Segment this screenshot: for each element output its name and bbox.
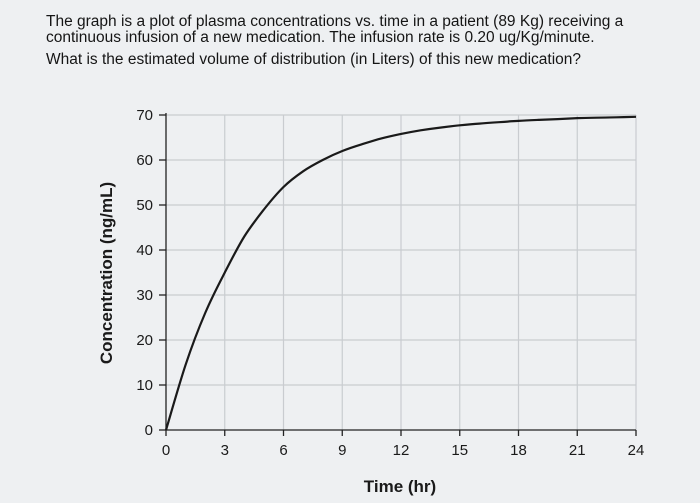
y-tick-label: 10 [136, 377, 153, 394]
x-tick-label: 9 [338, 442, 346, 459]
y-tick-label: 30 [136, 287, 153, 304]
y-tick-label: 70 [136, 107, 153, 124]
concentration-curve [164, 115, 637, 431]
x-tick-label: 3 [221, 442, 229, 459]
question-line-1: The graph is a plot of plasma concentrat… [46, 13, 624, 30]
y-axis-label: Concentration (ng/mL) [97, 182, 116, 364]
question-line-2: continuous infusion of a new medication.… [46, 29, 595, 46]
x-tick-label: 12 [393, 442, 410, 459]
grid-lines [166, 114, 637, 430]
y-tick-labels: 0 10 20 30 40 50 60 70 [136, 107, 166, 439]
y-tick-label: 50 [136, 197, 153, 214]
x-tick-label: 21 [569, 442, 586, 459]
y-tick-label: 60 [136, 152, 153, 169]
question-text: The graph is a plot of plasma concentrat… [46, 14, 686, 68]
x-tick-labels: 0 3 6 9 12 15 18 21 24 [162, 430, 645, 459]
y-tick-label: 20 [136, 332, 153, 349]
y-tick-label: 40 [136, 242, 153, 259]
x-tick-label: 15 [451, 442, 468, 459]
x-tick-label: 0 [162, 442, 170, 459]
series-layer [164, 115, 637, 431]
x-tick-label: 18 [510, 442, 527, 459]
question-line-3: What is the estimated volume of distribu… [46, 51, 581, 68]
y-tick-label: 0 [145, 422, 153, 439]
x-tick-label: 6 [279, 442, 287, 459]
x-axis-label: Time (hr) [364, 477, 436, 496]
x-tick-label: 24 [628, 442, 645, 459]
